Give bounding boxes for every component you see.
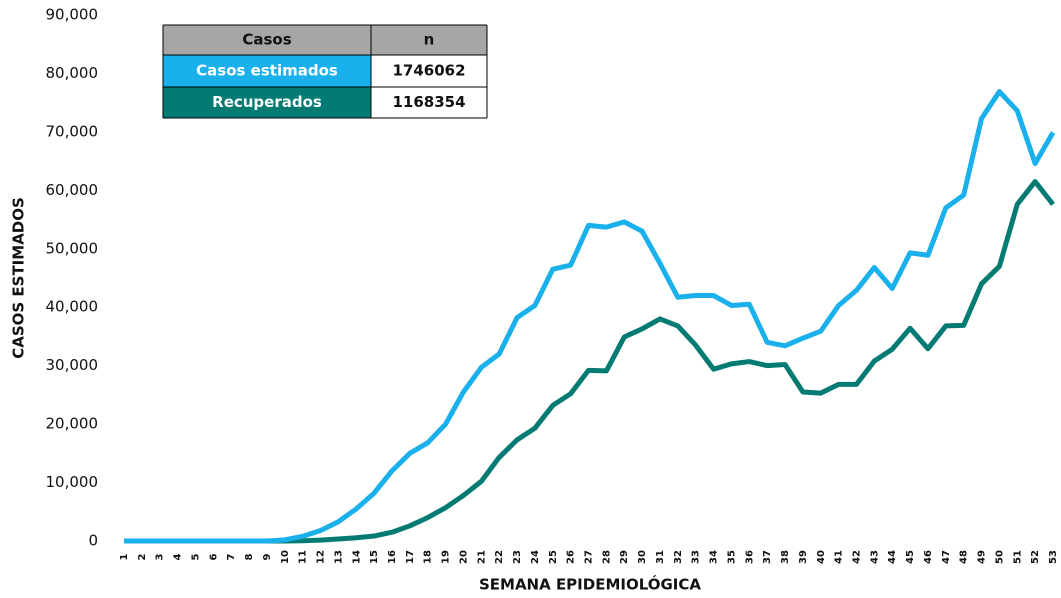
x-tick-label: 49 <box>977 550 988 564</box>
x-tick-label: 46 <box>923 550 934 564</box>
x-tick-label: 34 <box>709 550 720 564</box>
legend-label: Recuperados <box>212 93 322 111</box>
x-tick-label: 8 <box>244 553 255 560</box>
x-tick-label: 41 <box>834 550 845 564</box>
y-tick-label: 10,000 <box>46 473 99 491</box>
line-series <box>124 89 1056 544</box>
y-tick-label: 90,000 <box>46 6 99 24</box>
x-tick-label: 3 <box>155 553 166 560</box>
x-tick-label: 39 <box>798 550 809 564</box>
x-tick-label: 4 <box>173 553 184 560</box>
legend-swatch <box>163 55 371 87</box>
x-tick-label: 14 <box>351 550 362 564</box>
x-tick-label: 38 <box>780 550 791 564</box>
table-header-cell <box>163 25 487 55</box>
x-tick-label: 32 <box>673 550 684 564</box>
x-tick-label: 18 <box>423 550 434 564</box>
x-tick-label: 40 <box>816 550 827 564</box>
legend-table: Casos n Casos estimados 1746062 Recuperados 1… <box>162 24 488 119</box>
y-tick-label: 30,000 <box>46 356 99 374</box>
x-tick-label: 31 <box>655 550 666 564</box>
x-tick-label: 24 <box>530 550 541 564</box>
x-tick-label: 37 <box>762 550 773 564</box>
y-tick-label: 50,000 <box>46 239 99 257</box>
x-tick-label: 29 <box>619 550 630 564</box>
x-axis-title: SEMANA EPIDEMIOLÓGICA <box>479 575 701 594</box>
x-tick-label: 22 <box>494 550 505 564</box>
y-axis-title: CASOS ESTIMADOS <box>10 197 28 359</box>
x-tick-label: 42 <box>851 550 862 564</box>
y-tick-label: 70,000 <box>46 122 99 140</box>
x-tick-label: 50 <box>994 550 1005 564</box>
legend-total: 1168354 <box>392 93 465 111</box>
x-tick-label: 5 <box>190 553 201 560</box>
x-tick-label: 48 <box>959 550 970 564</box>
table-header: n <box>424 31 435 49</box>
legend-label: Casos estimados <box>196 62 338 80</box>
x-tick-label: 47 <box>941 550 952 564</box>
x-tick-label: 25 <box>548 550 559 564</box>
x-tick-label: 15 <box>369 550 380 564</box>
x-tick-label: 52 <box>1030 550 1041 564</box>
x-tick-label: 2 <box>137 553 148 560</box>
x-tick-label: 30 <box>637 550 648 564</box>
x-tick-label: 13 <box>333 550 344 564</box>
x-tick-label: 11 <box>298 550 309 564</box>
x-tick-label: 26 <box>566 550 577 564</box>
y-tick-label: 20,000 <box>46 415 99 433</box>
x-tick-label: 6 <box>208 553 219 560</box>
legend-total: 1746062 <box>392 62 465 80</box>
x-tick-label: 16 <box>387 550 398 564</box>
table-header: Casos <box>242 31 291 49</box>
x-tick-label: 51 <box>1012 550 1023 564</box>
x-tick-label: 53 <box>1048 550 1059 564</box>
y-tick-label: 40,000 <box>46 298 99 316</box>
legend-swatch <box>163 87 371 118</box>
x-tick-label: 7 <box>226 553 237 560</box>
x-tick-label: 45 <box>905 550 916 564</box>
x-tick-label: 36 <box>744 550 755 564</box>
x-tick-label: 12 <box>316 550 327 564</box>
x-tick-label: 43 <box>869 550 880 564</box>
y-tick-label: 0 <box>88 532 98 550</box>
x-tick-label: 17 <box>405 550 416 564</box>
x-tick-label: 21 <box>476 550 487 564</box>
x-tick-label: 35 <box>726 550 737 564</box>
y-tick-label: 60,000 <box>46 181 99 199</box>
x-tick-label: 44 <box>887 550 898 564</box>
x-tick-label: 1 <box>119 553 130 560</box>
x-tick-label: 33 <box>691 550 702 564</box>
x-tick-label: 23 <box>512 550 523 564</box>
x-tick-label: 20 <box>458 550 469 564</box>
x-tick-label: 10 <box>280 550 291 564</box>
x-tick-label: 19 <box>441 550 452 564</box>
x-tick-label: 28 <box>601 550 612 564</box>
x-tick-label: 27 <box>584 550 595 564</box>
y-tick-label: 80,000 <box>46 64 99 82</box>
line-series <box>124 179 1055 544</box>
x-tick-label: 9 <box>262 553 273 560</box>
